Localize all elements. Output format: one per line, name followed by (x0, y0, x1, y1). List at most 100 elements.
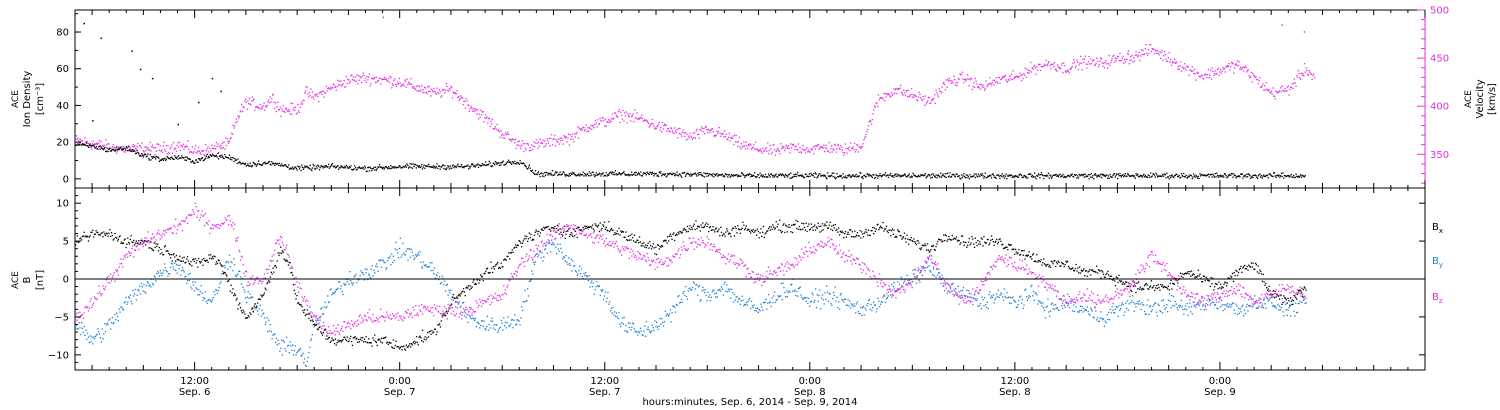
ion-density-point (1044, 175, 1046, 177)
bx-point (128, 241, 130, 244)
velocity-point (777, 147, 779, 150)
by-point (1117, 315, 1119, 317)
by-point (1195, 306, 1197, 308)
velocity-point (101, 145, 104, 147)
velocity-point (175, 150, 177, 152)
velocity-point (220, 144, 222, 147)
bx-point (286, 259, 288, 261)
by-point (1185, 309, 1188, 311)
velocity-point (807, 149, 810, 151)
velocity-point (1244, 65, 1246, 67)
bx-point (164, 245, 166, 247)
by-point (251, 296, 254, 299)
ion-density-point (824, 174, 826, 176)
velocity-point (840, 144, 842, 147)
by-point (559, 243, 561, 245)
ion-density-point (754, 176, 757, 178)
velocity-point (602, 117, 604, 119)
by-point (1284, 301, 1286, 303)
velocity-point (768, 149, 770, 151)
velocity-point (96, 143, 98, 145)
by-point (803, 296, 806, 299)
by-point (248, 297, 250, 299)
ion-density-point (158, 160, 161, 163)
by-point (814, 288, 817, 290)
by-point (512, 327, 514, 329)
velocity-point (1163, 51, 1166, 53)
by-point (278, 343, 280, 345)
by-point (323, 306, 325, 308)
ion-density-point (611, 171, 614, 173)
velocity-point (1104, 61, 1106, 64)
by-point (313, 326, 315, 328)
ion-density-point (878, 175, 880, 177)
velocity-point (713, 135, 715, 137)
by-point (154, 276, 156, 278)
by-point (632, 322, 634, 324)
velocity-point (1024, 67, 1026, 69)
by-point (346, 281, 348, 283)
velocity-point (522, 143, 524, 145)
ion-density-point (664, 173, 667, 175)
by-point (1251, 306, 1253, 308)
ion-density-point (184, 159, 186, 161)
by-point (83, 325, 85, 328)
velocity-point (371, 77, 373, 79)
ion-density-point (614, 174, 616, 176)
velocity-point (1074, 67, 1076, 69)
velocity-point (651, 118, 653, 120)
ion-density-point (155, 155, 157, 158)
by-point (413, 258, 415, 261)
velocity-point (499, 136, 501, 138)
ion-density-point (547, 174, 549, 176)
by-point (549, 242, 551, 244)
velocity-point (741, 146, 743, 148)
velocity-point (144, 146, 146, 148)
ion-density-point (341, 166, 343, 168)
ion-density-point (128, 145, 130, 147)
ion-density-point (161, 158, 164, 160)
ion-density-point (192, 161, 194, 163)
bx-point (215, 263, 217, 265)
bx-point (111, 234, 113, 237)
by-point (753, 304, 755, 306)
by-point (828, 292, 830, 295)
velocity-point (1215, 73, 1217, 75)
velocity-point (523, 150, 525, 153)
ion-density-point (527, 168, 529, 170)
ion-density-point (728, 174, 730, 176)
ion-density-point (564, 175, 567, 177)
by-point (873, 304, 876, 306)
ion-density-point (806, 175, 808, 178)
ion-density-point (1094, 173, 1096, 175)
velocity-point (629, 113, 631, 115)
velocity-point (1106, 63, 1108, 65)
by-point (510, 319, 513, 321)
bx-point (150, 241, 152, 243)
velocity-point (888, 93, 890, 96)
by-point (591, 280, 593, 282)
ion-density-point (810, 172, 812, 174)
velocity-point (376, 81, 378, 84)
by-point (608, 303, 610, 305)
by-point (1225, 304, 1227, 306)
velocity-point (374, 76, 376, 79)
velocity-point (1296, 76, 1299, 78)
velocity-point (1047, 63, 1049, 65)
velocity-point (879, 97, 881, 99)
velocity-point (1064, 70, 1066, 72)
velocity-point (529, 147, 531, 149)
velocity-point (944, 83, 946, 86)
by-point (932, 268, 935, 270)
bx-point (127, 237, 129, 239)
ion-density-point (330, 165, 332, 167)
by-point (803, 298, 805, 300)
ion-density-point (623, 171, 625, 173)
velocity-point (142, 150, 144, 152)
ion-density-point (517, 162, 520, 164)
by-point (881, 301, 883, 303)
by-point (1020, 302, 1023, 304)
velocity-point (579, 128, 581, 130)
by-point (871, 309, 873, 312)
velocity-point (562, 143, 564, 145)
